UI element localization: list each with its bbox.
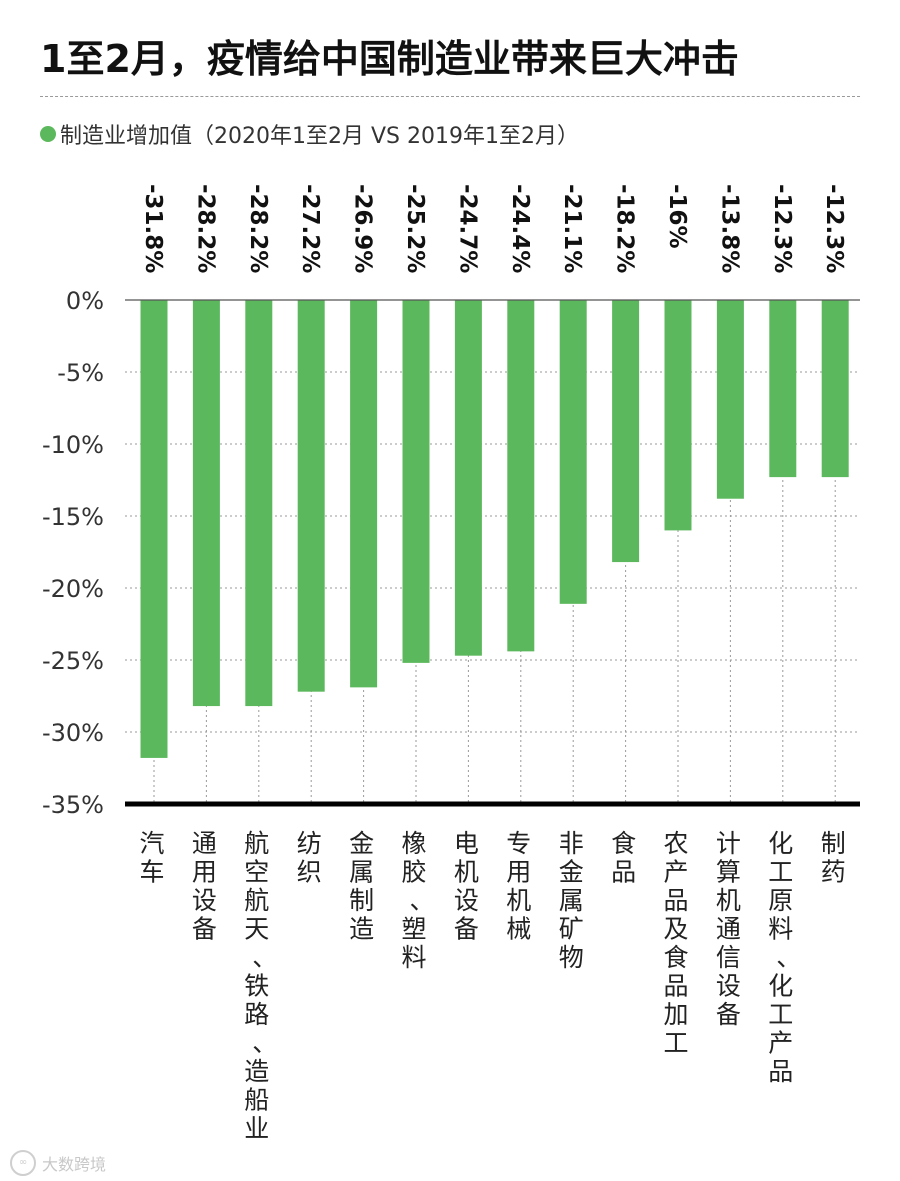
bar	[559, 300, 587, 604]
bar	[821, 300, 849, 478]
data-label: -13.8%	[716, 184, 742, 273]
data-label: -28.2%	[245, 184, 271, 273]
data-label: -26.9%	[350, 184, 376, 273]
x-tick-label: 纺织	[297, 829, 322, 887]
data-label: -24.4%	[507, 184, 533, 273]
x-tick-label: 通用设备	[192, 829, 217, 944]
bar	[454, 300, 482, 656]
bar	[769, 300, 797, 478]
watermark-logo-icon: ∞	[10, 1150, 36, 1176]
x-tick-label: 农产品及食品加工	[663, 829, 688, 1058]
data-label: -24.7%	[454, 184, 480, 273]
chart-title: 1至2月，疫情给中国制造业带来巨大冲击	[40, 37, 739, 81]
x-tick-label: 化工原料、化工产品	[768, 829, 801, 1086]
data-label: -31.8%	[140, 184, 166, 273]
y-tick-label: -20%	[42, 575, 104, 603]
y-tick-label: -30%	[42, 719, 104, 747]
x-tick-label: 电机设备	[454, 829, 479, 944]
x-tick-label: 制药	[821, 829, 846, 887]
watermark: ∞ 大数跨境	[10, 1150, 106, 1176]
data-label: -25.2%	[402, 184, 428, 273]
data-label: -27.2%	[297, 184, 323, 273]
data-label: -12.3%	[769, 184, 795, 273]
x-tick-label: 汽车	[139, 829, 164, 887]
y-tick-label: -5%	[57, 359, 104, 387]
data-label: -21.1%	[559, 184, 585, 273]
data-label: -18.2%	[612, 184, 638, 273]
bar	[402, 300, 430, 663]
y-tick-label: -15%	[42, 503, 104, 531]
data-label: -28.2%	[192, 184, 218, 273]
x-tick-label: 专用机械	[506, 829, 531, 944]
bar	[612, 300, 640, 563]
data-label: -12.3%	[821, 184, 847, 273]
x-tick-label: 计算机通信设备	[716, 829, 741, 1029]
legend: 制造业增加值（2020年1至2月 VS 2019年1至2月）	[40, 119, 579, 149]
bar	[507, 300, 535, 652]
x-tick-label: 航空航天、铁路、造船业	[244, 829, 277, 1143]
y-tick-label: -10%	[42, 431, 104, 459]
y-tick-label: -35%	[42, 791, 104, 819]
bar	[350, 300, 378, 688]
x-tick-label: 非金属矿物	[559, 829, 584, 972]
data-label: -16%	[664, 184, 690, 249]
bar	[245, 300, 273, 707]
x-tick-label: 食品	[611, 829, 636, 887]
bar	[140, 300, 168, 758]
x-tick-label: 橡胶、塑料	[401, 829, 434, 972]
bar	[664, 300, 692, 531]
y-tick-label: -25%	[42, 647, 104, 675]
bar	[716, 300, 744, 499]
bar	[192, 300, 220, 707]
bar	[297, 300, 325, 692]
y-tick-label: 0%	[66, 287, 104, 315]
title-divider	[40, 96, 860, 97]
watermark-text: 大数跨境	[42, 1155, 107, 1174]
legend-marker	[40, 126, 56, 142]
legend-label: 制造业增加值（2020年1至2月 VS 2019年1至2月）	[60, 124, 579, 149]
x-tick-label: 金属制造	[349, 829, 374, 944]
